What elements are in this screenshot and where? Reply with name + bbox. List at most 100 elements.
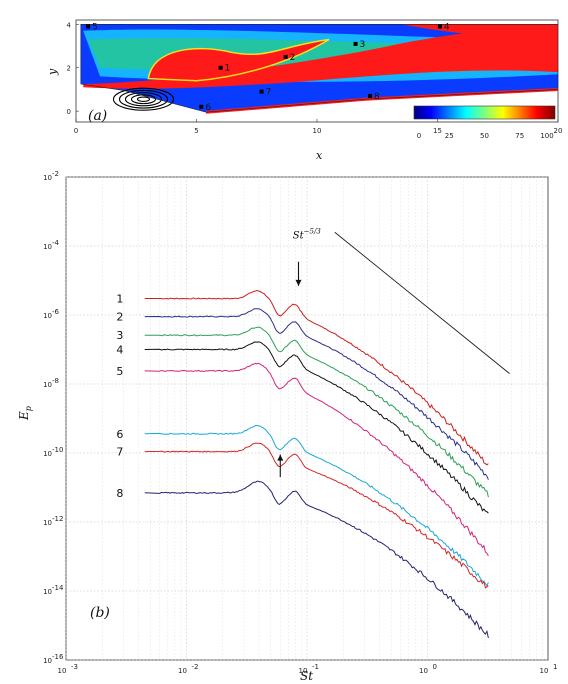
ytick-exponent: -14 bbox=[52, 584, 64, 592]
panel-b-xlabel: St bbox=[300, 669, 313, 683]
xtick-exponent: -3 bbox=[71, 663, 78, 671]
panel-b-label: (b) bbox=[90, 605, 110, 621]
series-label: 7 bbox=[116, 446, 123, 459]
colorbar-ticks: 0 25 50 75 100 bbox=[417, 132, 554, 140]
probe-marker bbox=[218, 65, 223, 70]
colorbar-tick-label: 25 bbox=[445, 132, 454, 140]
colorbar: 0 25 50 75 100 bbox=[413, 105, 556, 140]
series-line bbox=[144, 308, 489, 480]
xtick-label: 10 bbox=[313, 127, 322, 135]
series-line bbox=[144, 362, 489, 557]
xtick-label: 10 bbox=[58, 667, 67, 675]
xtick-exponent: -2 bbox=[192, 663, 199, 671]
panel-a: 1 2 3 4 5 6 7 8 0 5 10 15 20 0 2 4 (a) x y 0 25 50 75 100 bbox=[46, 19, 563, 162]
ytick-label: 10 bbox=[43, 588, 52, 596]
xtick-label: 5 bbox=[194, 127, 198, 135]
probe-marker bbox=[283, 54, 288, 59]
probe-marker bbox=[353, 41, 358, 46]
colorbar-tick-label: 100 bbox=[540, 132, 553, 140]
series-label: 5 bbox=[116, 365, 123, 378]
ytick-label: 10 bbox=[43, 243, 52, 251]
probe-label: 6 bbox=[205, 103, 211, 113]
vortex-ring bbox=[130, 94, 157, 105]
ytick-label: 10 bbox=[43, 381, 52, 389]
series-line bbox=[144, 341, 489, 514]
vortex-ring bbox=[112, 87, 175, 111]
vortex-ring bbox=[118, 89, 169, 109]
series-label: 1 bbox=[116, 293, 123, 306]
probe-points: 1 2 3 4 5 6 7 8 bbox=[86, 23, 450, 113]
ytick-exponent: -4 bbox=[52, 239, 60, 247]
series-label: 6 bbox=[116, 428, 123, 441]
probe-marker bbox=[259, 89, 264, 94]
probe-label: 4 bbox=[444, 23, 450, 33]
colorbar-tick-label: 75 bbox=[515, 132, 524, 140]
vortex-ring bbox=[124, 92, 163, 107]
ytick-label: 10 bbox=[43, 450, 52, 458]
xtick-label: 0 bbox=[74, 127, 78, 135]
field-region-blob bbox=[147, 38, 330, 82]
ytick-exponent: -8 bbox=[52, 377, 59, 385]
panel-b: 10 -3 10 -2 10 -1 10 0 10 110 -210 -410 -610 -810 -101… bbox=[17, 170, 557, 683]
vortex-ring bbox=[136, 96, 151, 102]
panel-a-label: (a) bbox=[88, 108, 107, 124]
colorbar-tick-label: 50 bbox=[480, 132, 489, 140]
series-line bbox=[144, 442, 489, 589]
ytick-label: 10 bbox=[43, 519, 52, 527]
series-labels: 1 2 3 4 5 6 7 8 bbox=[116, 293, 123, 500]
colorbar-tick-label: 0 bbox=[417, 132, 421, 140]
series-line bbox=[144, 326, 489, 498]
colorbar-gradient bbox=[413, 105, 556, 120]
series-line bbox=[144, 480, 489, 639]
slope-line bbox=[334, 231, 510, 374]
probe-label: 3 bbox=[360, 40, 366, 50]
xtick-label: 20 bbox=[554, 127, 563, 135]
series-label: 2 bbox=[116, 311, 123, 324]
xtick-exponent: 1 bbox=[553, 663, 557, 671]
slope-label-exp: −5/3 bbox=[304, 227, 322, 235]
probe-label: 1 bbox=[225, 64, 231, 74]
series-label: 8 bbox=[116, 487, 123, 500]
field-map bbox=[80, 24, 558, 114]
ylabel-main: E bbox=[17, 411, 31, 421]
probe-label: 7 bbox=[266, 88, 272, 98]
series-label: 3 bbox=[116, 329, 123, 342]
ytick-label: 4 bbox=[67, 21, 72, 29]
probe-marker bbox=[437, 24, 442, 29]
slope-annotation: St−5/3 bbox=[293, 227, 510, 374]
field-region-top bbox=[401, 24, 558, 42]
ytick-exponent: -2 bbox=[52, 170, 59, 178]
probe-label: 5 bbox=[92, 23, 98, 33]
arrow-head bbox=[277, 454, 284, 461]
slope-label: St−5/3 bbox=[293, 227, 322, 241]
ytick-label: 10 bbox=[43, 174, 52, 182]
probe-label: 8 bbox=[374, 92, 380, 102]
panel-b-ticks: 10 -3 10 -2 10 -1 10 0 10 110 -210 -410 -610 -810 -101… bbox=[43, 170, 557, 675]
ytick-exponent: -6 bbox=[52, 308, 60, 316]
xtick-label: 10 bbox=[299, 667, 308, 675]
spectra bbox=[144, 289, 489, 639]
probe-label: 2 bbox=[290, 53, 296, 63]
xtick-label: 10 bbox=[178, 667, 187, 675]
ytick-exponent: -10 bbox=[52, 446, 63, 454]
probe-marker bbox=[86, 24, 91, 29]
ytick-label: 10 bbox=[43, 657, 52, 665]
field-region-high bbox=[83, 24, 558, 89]
slope-label-base: St bbox=[293, 230, 305, 241]
panel-b-ylabel: Ep bbox=[17, 406, 33, 421]
probe-marker bbox=[199, 104, 204, 109]
ytick-exponent: -16 bbox=[52, 653, 64, 661]
ylabel-sub: p bbox=[24, 406, 33, 411]
series-line bbox=[144, 289, 489, 466]
ytick-label: 10 bbox=[43, 312, 52, 320]
xtick-label: 10 bbox=[540, 667, 549, 675]
ytick-label: 0 bbox=[67, 108, 71, 116]
arrow-head bbox=[295, 279, 302, 286]
series-label: 4 bbox=[116, 344, 123, 357]
domain-outline bbox=[80, 24, 558, 113]
panel-a-ylabel: y bbox=[46, 68, 59, 76]
xtick-exponent: -1 bbox=[312, 663, 319, 671]
probe-marker bbox=[368, 93, 373, 98]
